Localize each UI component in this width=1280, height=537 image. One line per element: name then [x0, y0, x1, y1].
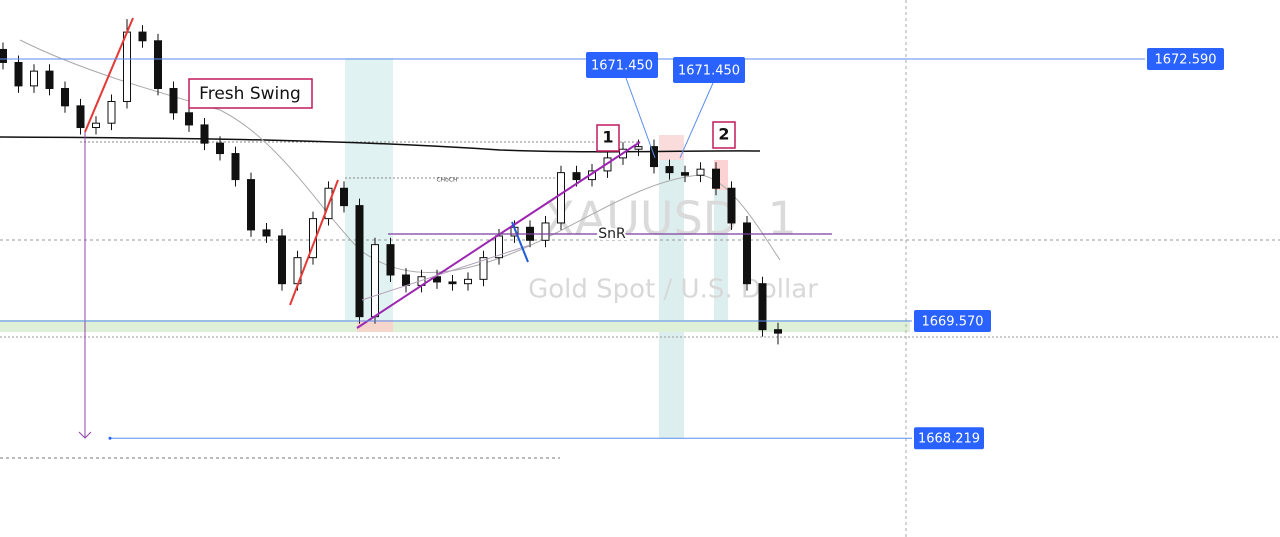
candle-body: [696, 168, 705, 176]
level-label: 1669.570: [921, 314, 983, 329]
level-anchor: [108, 436, 112, 440]
swing-label: Fresh Swing: [199, 84, 301, 104]
candle-body: [30, 70, 38, 87]
trend-line: [289, 179, 339, 306]
zone: [659, 135, 684, 160]
channel-line: [361, 244, 531, 301]
callout-line: [679, 82, 714, 159]
point-label: 1: [602, 128, 613, 147]
candle-body: [495, 235, 503, 259]
callout-tag: [673, 57, 745, 83]
candle-body: [665, 166, 674, 174]
candle-body: [231, 153, 240, 181]
candle-body: [774, 329, 782, 334]
candle-body: [340, 187, 348, 207]
candle-body: [138, 31, 147, 42]
snr-label: SnR: [598, 226, 626, 242]
candle-body: [371, 244, 379, 318]
candle-body: [107, 101, 116, 124]
candle-body: [355, 205, 364, 318]
channel-line: [356, 141, 641, 329]
candle-body: [216, 142, 224, 155]
candle-body: [386, 244, 395, 276]
candle-body: [45, 70, 54, 89]
candle-body: [123, 31, 131, 103]
candle-body: [200, 124, 209, 144]
candle-body: [557, 172, 565, 224]
zone: [659, 135, 684, 438]
candle-body: [634, 146, 643, 150]
candle-body: [0, 48, 7, 63]
candle-body: [433, 276, 441, 283]
candle-body: [154, 40, 162, 89]
level-label: 1668.219: [918, 432, 980, 447]
candle-body: [712, 168, 720, 189]
point-box: [596, 124, 620, 152]
zone: [714, 190, 728, 320]
choch-label: CHoCH: [436, 177, 457, 184]
candle-body: [727, 187, 736, 224]
candle-body: [681, 172, 689, 176]
level-tag: [1147, 47, 1224, 70]
point-box: [712, 121, 736, 149]
zone: [345, 58, 393, 331]
callout-line: [625, 77, 656, 159]
trend-line: [511, 221, 529, 263]
candle-body: [572, 172, 581, 181]
watermark-description: Gold Spot / U.S. Dollar: [528, 275, 818, 305]
candle-body: [247, 179, 255, 231]
moving-average: [0, 136, 761, 153]
candle-body: [76, 105, 85, 129]
zone: [0, 320, 910, 332]
candle-body: [61, 87, 69, 107]
candle-body: [448, 281, 457, 285]
trend-line: [84, 17, 134, 133]
swing-box: [188, 78, 313, 109]
candle-body: [185, 112, 193, 126]
candle-body: [92, 122, 100, 129]
measure-arrow: [78, 431, 92, 439]
callout-label: 1671.450: [591, 59, 653, 74]
levels: 1672.590 1669.570 1668.219 1671.450 1671.450: [0, 47, 1224, 450]
level-tag: [914, 427, 984, 450]
candle-body: [464, 278, 472, 285]
candle-body: [402, 274, 410, 286]
candle-body: [758, 283, 767, 331]
level-label: 1672.590: [1154, 52, 1216, 67]
point-label: 2: [718, 125, 729, 144]
level-tag: [914, 309, 991, 332]
candle-body: [14, 61, 23, 87]
candle-body: [479, 257, 488, 280]
candle-body: [541, 222, 550, 241]
candle-body: [262, 229, 271, 237]
candle-body: [278, 235, 286, 285]
callout-label: 1671.450: [678, 64, 740, 79]
callout-tag: [586, 52, 658, 78]
candle-body: [169, 87, 178, 114]
watermark-symbol: XAUUSD, 1: [543, 192, 796, 246]
candle-body: [743, 222, 751, 285]
